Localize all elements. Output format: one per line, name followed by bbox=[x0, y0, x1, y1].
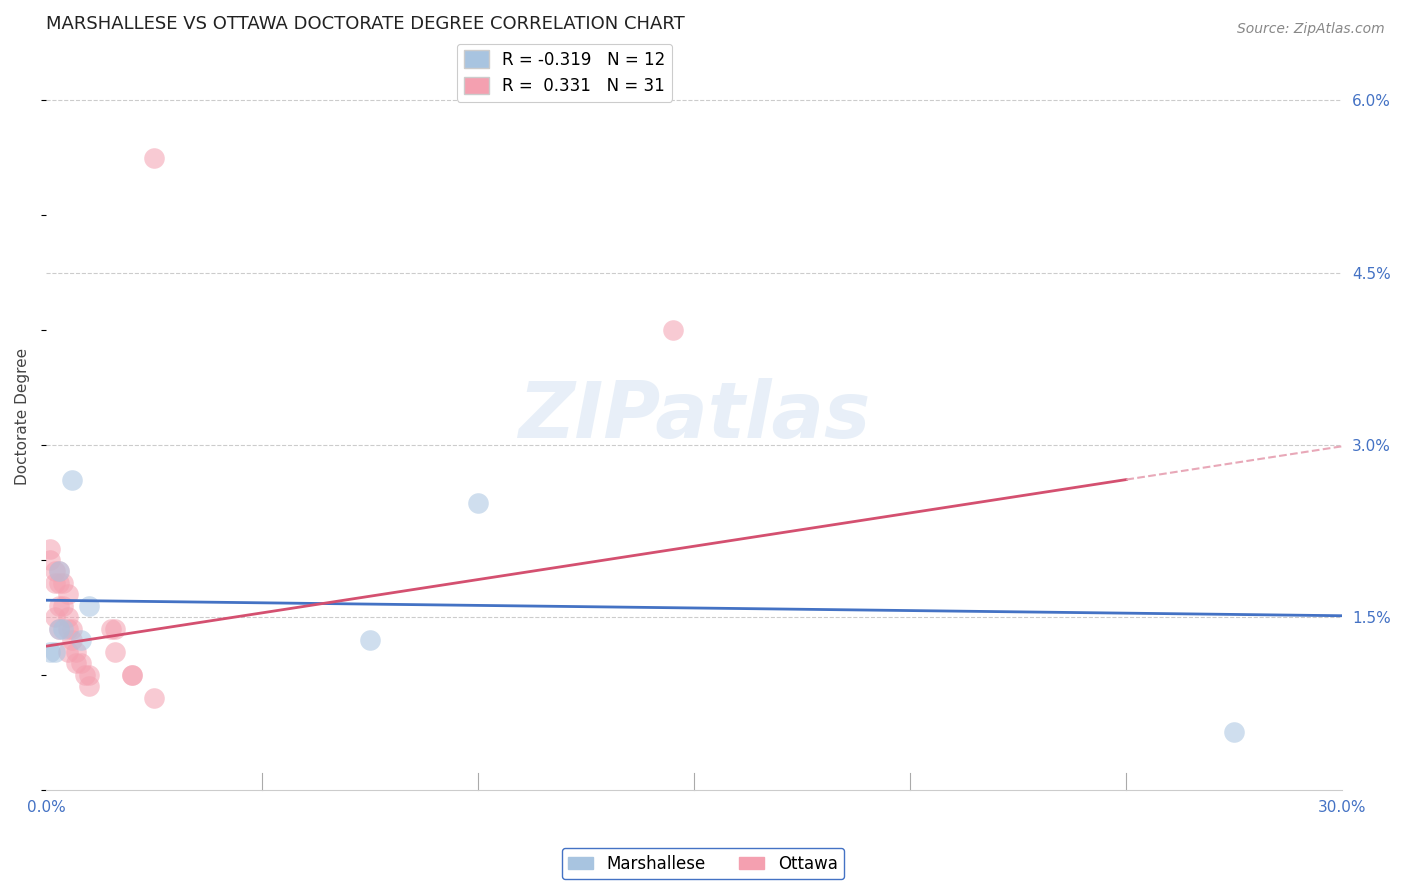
Point bbox=[52, 622, 75, 636]
Point bbox=[44, 565, 66, 579]
Point bbox=[121, 668, 143, 682]
Point bbox=[77, 668, 100, 682]
Point bbox=[48, 565, 70, 579]
Point bbox=[44, 576, 66, 591]
Point bbox=[60, 473, 83, 487]
Point bbox=[77, 680, 100, 694]
Point bbox=[467, 495, 489, 509]
Point bbox=[100, 622, 122, 636]
Point bbox=[52, 599, 75, 613]
Point bbox=[48, 599, 70, 613]
Point bbox=[52, 576, 75, 591]
Y-axis label: Doctorate Degree: Doctorate Degree bbox=[15, 348, 30, 485]
Point bbox=[44, 610, 66, 624]
Point bbox=[60, 622, 83, 636]
Point bbox=[56, 622, 79, 636]
Point bbox=[60, 633, 83, 648]
Point bbox=[104, 622, 127, 636]
Legend: R = -0.319   N = 12, R =  0.331   N = 31: R = -0.319 N = 12, R = 0.331 N = 31 bbox=[457, 44, 672, 102]
Point bbox=[143, 690, 166, 705]
Point bbox=[65, 645, 87, 659]
Point bbox=[48, 622, 70, 636]
Text: MARSHALLESE VS OTTAWA DOCTORATE DEGREE CORRELATION CHART: MARSHALLESE VS OTTAWA DOCTORATE DEGREE C… bbox=[46, 15, 685, 33]
Point bbox=[39, 553, 62, 567]
Point bbox=[44, 645, 66, 659]
Point bbox=[121, 668, 143, 682]
Point bbox=[69, 657, 91, 671]
Point bbox=[143, 151, 166, 165]
Point bbox=[77, 599, 100, 613]
Point bbox=[48, 565, 70, 579]
Point bbox=[56, 587, 79, 601]
Point bbox=[48, 576, 70, 591]
Point bbox=[56, 645, 79, 659]
Point bbox=[65, 657, 87, 671]
Point bbox=[69, 633, 91, 648]
Point bbox=[661, 323, 683, 337]
Point bbox=[1223, 725, 1246, 739]
Text: Source: ZipAtlas.com: Source: ZipAtlas.com bbox=[1237, 22, 1385, 37]
Point bbox=[73, 668, 96, 682]
Point bbox=[39, 541, 62, 556]
Point bbox=[56, 610, 79, 624]
Point bbox=[104, 645, 127, 659]
Point bbox=[359, 633, 381, 648]
Point bbox=[48, 622, 70, 636]
Text: ZIPatlas: ZIPatlas bbox=[517, 378, 870, 454]
Point bbox=[39, 645, 62, 659]
Legend: Marshallese, Ottawa: Marshallese, Ottawa bbox=[562, 848, 844, 880]
